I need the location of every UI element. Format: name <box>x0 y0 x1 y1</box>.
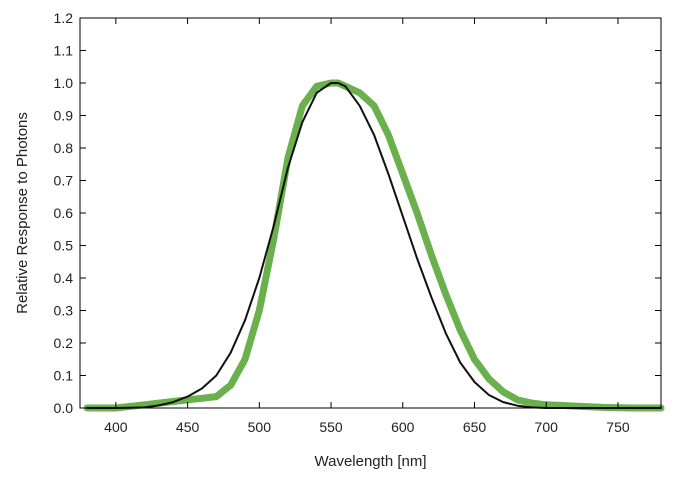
y-tick-label: 0.8 <box>54 140 74 156</box>
x-tick-label: 750 <box>606 419 630 435</box>
y-tick-label: 0.9 <box>54 108 74 124</box>
y-tick-label: 0.0 <box>54 400 74 416</box>
series-line-measured <box>83 79 665 412</box>
y-tick-label: 0.1 <box>54 368 74 384</box>
y-tick-label: 1.2 <box>54 10 74 26</box>
x-tick-label: 550 <box>319 419 343 435</box>
y-tick-label: 0.7 <box>54 173 74 189</box>
axis-ticks: 0.0 0.1 0.2 0.3 0.4 0.5 0.6 0.7 0.8 0.9 1.0 1.1 1.2 4… <box>54 10 661 435</box>
x-tick-label: 700 <box>535 419 559 435</box>
y-tick-label: 1.0 <box>54 75 74 91</box>
x-tick-label: 400 <box>104 419 128 435</box>
x-tick-label: 450 <box>176 419 200 435</box>
x-tick-label: 600 <box>391 419 415 435</box>
y-tick-label: 0.4 <box>54 270 74 286</box>
y-axis-title: Relative Response to Photons <box>14 112 31 314</box>
y-tick-label: 0.2 <box>54 335 74 351</box>
y-tick-label: 0.6 <box>54 205 74 221</box>
x-axis-title: Wavelength [nm] <box>315 453 427 470</box>
x-tick-label: 650 <box>463 419 487 435</box>
x-tick-label: 500 <box>248 419 272 435</box>
y-tick-label: 1.1 <box>54 43 74 59</box>
y-tick-label: 0.3 <box>54 303 74 319</box>
y-tick-label: 0.5 <box>54 238 74 254</box>
